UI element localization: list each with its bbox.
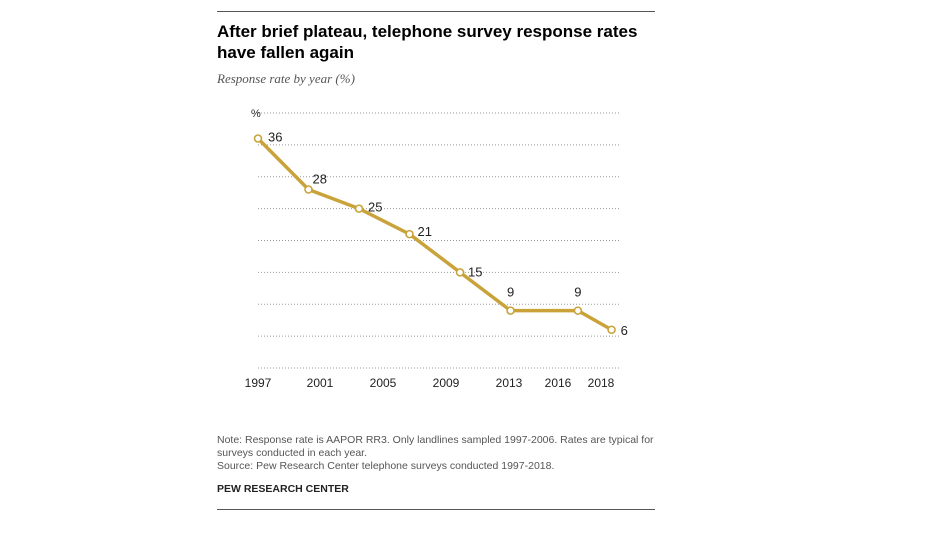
x-tick-label: 2001	[307, 376, 334, 390]
series-line	[256, 137, 613, 332]
data-label: 15	[468, 264, 482, 279]
x-tick-label: 1997	[245, 376, 272, 390]
data-point	[455, 268, 465, 277]
chart-subtitle: Response rate by year (%)	[217, 71, 355, 86]
data-label: 6	[621, 323, 628, 338]
data-label: 25	[368, 200, 382, 215]
note-text: Note: Response rate is AAPOR RR3. Only l…	[217, 434, 654, 459]
data-label: 9	[574, 285, 581, 300]
chart-title: After brief plateau, telephone survey re…	[217, 22, 638, 62]
x-tick-label: 2018	[588, 376, 615, 390]
data-label: 9	[507, 285, 514, 300]
data-point	[304, 185, 313, 194]
data-point	[506, 306, 515, 315]
data-label: 36	[268, 130, 282, 145]
x-tick-label: 2005	[370, 376, 397, 390]
data-label: 21	[418, 224, 432, 239]
y-unit-label: %	[251, 108, 261, 120]
data-point	[405, 229, 414, 239]
brand-label: PEW RESEARCH CENTER	[217, 483, 349, 495]
data-point	[253, 134, 263, 143]
data-point	[607, 325, 616, 335]
bottom-rule	[217, 509, 655, 510]
x-tick-label: 2009	[433, 376, 460, 390]
source-text: Source: Pew Research Center telephone su…	[217, 460, 555, 472]
data-point	[573, 306, 583, 315]
data-label: 28	[313, 172, 327, 187]
x-tick-label: 2016	[545, 376, 572, 390]
data-point	[354, 204, 364, 213]
x-tick-label: 2013	[496, 376, 523, 390]
top-rule	[217, 11, 655, 12]
chart-notes: Note: Response rate is AAPOR RR3. Only l…	[217, 434, 657, 473]
